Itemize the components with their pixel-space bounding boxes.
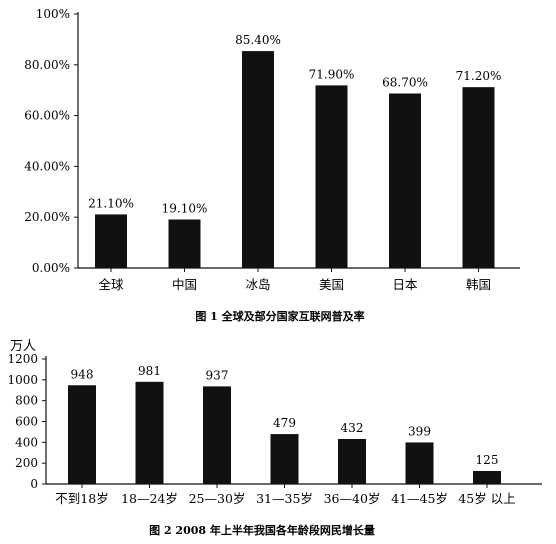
chart2-bar	[135, 381, 164, 484]
chart2-category-label: 36—40岁	[324, 491, 381, 506]
chart1-category-label: 韩国	[466, 277, 491, 292]
chart2-bar	[405, 442, 434, 484]
chart1-ytick-label: 80.00%	[24, 58, 70, 72]
chart2-category-label: 18—24岁	[121, 491, 178, 506]
chart1-value-label: 85.40%	[235, 33, 281, 47]
chart1-value-label: 21.10%	[88, 196, 134, 210]
chart1-ytick-label: 20.00%	[24, 210, 70, 224]
chart2-ytick-label: 0	[30, 477, 38, 491]
chart2-category-label: 不到18岁	[55, 491, 108, 506]
chart2-y-unit-label: 万人	[10, 339, 36, 354]
chart1-caption: 图 1 全球及部分国家互联网普及率	[195, 309, 364, 323]
chart1-category-label: 全球	[98, 277, 124, 292]
chart2-ytick-label: 800	[15, 394, 38, 408]
chart2-value-label: 432	[341, 421, 364, 435]
chart2-bar	[68, 385, 96, 484]
chart1-bar	[168, 219, 201, 268]
chart2-value-label: 479	[273, 416, 296, 430]
chart2-bar	[338, 439, 366, 484]
chart2-caption: 图 2 2008 年上半年我国各年龄段网民增长量	[149, 523, 375, 537]
chart1-ytick-label: 60.00%	[24, 109, 70, 123]
chart1-bar	[462, 87, 495, 268]
chart2-category-label: 41—45岁	[391, 491, 448, 506]
chart2-ytick-label: 1200	[7, 352, 38, 366]
chart2-ytick-label: 400	[15, 435, 38, 449]
chart2-category-label: 25—30岁	[189, 491, 246, 506]
chart1-value-label: 19.10%	[162, 201, 208, 215]
chart2-bar	[473, 470, 501, 484]
chart1-value-label: 68.70%	[382, 76, 428, 90]
chart1-value-label: 71.90%	[309, 67, 355, 81]
chart1-category-label: 美国	[319, 277, 344, 292]
chart2-category-label: 31—35岁	[256, 491, 313, 506]
chart2-value-label: 125	[476, 453, 499, 467]
chart2-value-label: 981	[138, 364, 161, 378]
chart1-bar	[95, 214, 127, 268]
chart2-ytick-label: 1000	[7, 373, 38, 387]
chart1-ytick-label: 40.00%	[24, 159, 70, 173]
chart2-value-label: 399	[408, 424, 431, 438]
chart1-bar	[242, 51, 274, 268]
chart2-value-label: 948	[71, 367, 94, 381]
chart1-category-label: 冰岛	[245, 277, 270, 292]
chart-internet-penetration: 0.00% 20.00% 40.00% 60.00% 80.00% 100% 21.10%…	[24, 7, 520, 323]
chart2-value-label: 937	[206, 368, 229, 382]
chart2-bar	[203, 386, 231, 484]
chart1-bar	[389, 93, 421, 268]
chart1-bar	[315, 85, 348, 269]
chart1-value-label: 71.20%	[456, 69, 502, 83]
chart2-bar	[270, 434, 299, 484]
chart2-ytick-label: 200	[15, 456, 38, 470]
chart2-category-label: 45岁 以上	[458, 491, 515, 506]
chart1-ytick-label: 100%	[36, 7, 70, 21]
chart2-ytick-label: 600	[15, 415, 38, 429]
chart1-category-label: 日本	[392, 277, 418, 292]
chart-netizen-growth-by-age: 万人 0 200 400 600 800 1000 1200 948 981 937 479 432…	[7, 339, 542, 537]
chart1-ytick-label: 0.00%	[32, 261, 70, 275]
chart1-category-label: 中国	[172, 277, 197, 292]
